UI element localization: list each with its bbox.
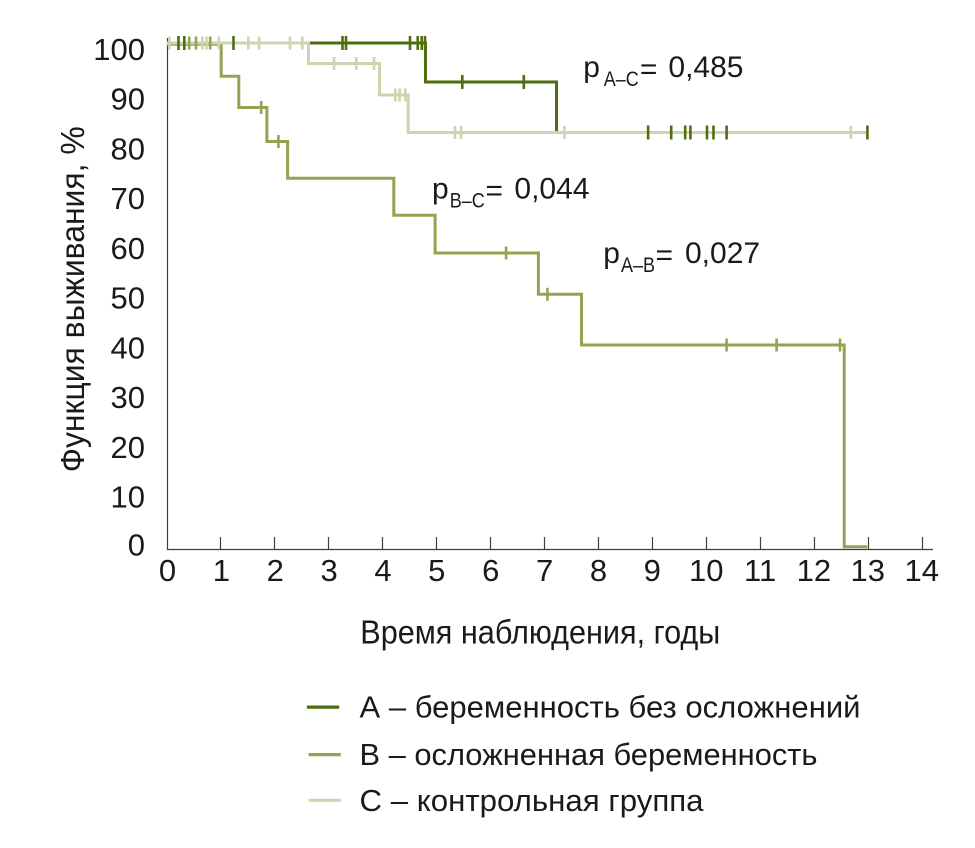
svg-text:=: = xyxy=(640,53,658,86)
svg-text:7: 7 xyxy=(536,553,553,588)
svg-text:13: 13 xyxy=(851,553,885,588)
svg-text:100: 100 xyxy=(93,32,145,67)
svg-text:60: 60 xyxy=(111,231,145,266)
svg-text:6: 6 xyxy=(482,553,499,588)
svg-text:20: 20 xyxy=(111,430,145,465)
svg-text:p: p xyxy=(432,173,449,206)
svg-text:1: 1 xyxy=(213,553,230,588)
svg-text:p: p xyxy=(603,237,620,270)
svg-text:0,485: 0,485 xyxy=(668,51,743,84)
svg-text:В – осложненная беременность: В – осложненная беременность xyxy=(360,737,818,772)
svg-text:A–B: A–B xyxy=(621,254,655,277)
svg-text:90: 90 xyxy=(111,82,145,117)
svg-text:2: 2 xyxy=(267,553,284,588)
svg-text:A–C: A–C xyxy=(604,68,639,91)
svg-text:12: 12 xyxy=(797,553,831,588)
svg-text:=: = xyxy=(486,175,504,208)
svg-text:10: 10 xyxy=(111,480,145,515)
svg-text:Время наблюдения, годы: Время наблюдения, годы xyxy=(360,614,720,651)
svg-text:40: 40 xyxy=(111,330,145,365)
svg-text:Функция выживания, %: Функция выживания, % xyxy=(54,126,91,472)
svg-text:0,027: 0,027 xyxy=(685,237,760,270)
svg-text:=: = xyxy=(656,239,674,272)
svg-text:0: 0 xyxy=(159,553,176,588)
svg-text:B–C: B–C xyxy=(450,189,485,212)
svg-text:10: 10 xyxy=(689,553,723,588)
svg-text:50: 50 xyxy=(111,281,145,316)
svg-text:3: 3 xyxy=(320,553,337,588)
svg-text:p: p xyxy=(583,51,600,84)
svg-text:80: 80 xyxy=(111,131,145,166)
svg-text:11: 11 xyxy=(744,553,776,588)
svg-text:9: 9 xyxy=(644,553,661,588)
svg-text:8: 8 xyxy=(590,553,607,588)
svg-text:5: 5 xyxy=(428,553,445,588)
svg-text:С – контрольная группа: С – контрольная группа xyxy=(360,783,705,818)
svg-text:4: 4 xyxy=(374,553,391,588)
svg-text:0: 0 xyxy=(128,528,145,563)
svg-text:14: 14 xyxy=(904,553,938,588)
svg-text:30: 30 xyxy=(111,380,145,415)
svg-text:0,044: 0,044 xyxy=(514,173,589,206)
svg-text:70: 70 xyxy=(111,181,145,216)
svg-text:А – беременность без осложнени: А – беременность без осложнений xyxy=(360,690,861,725)
